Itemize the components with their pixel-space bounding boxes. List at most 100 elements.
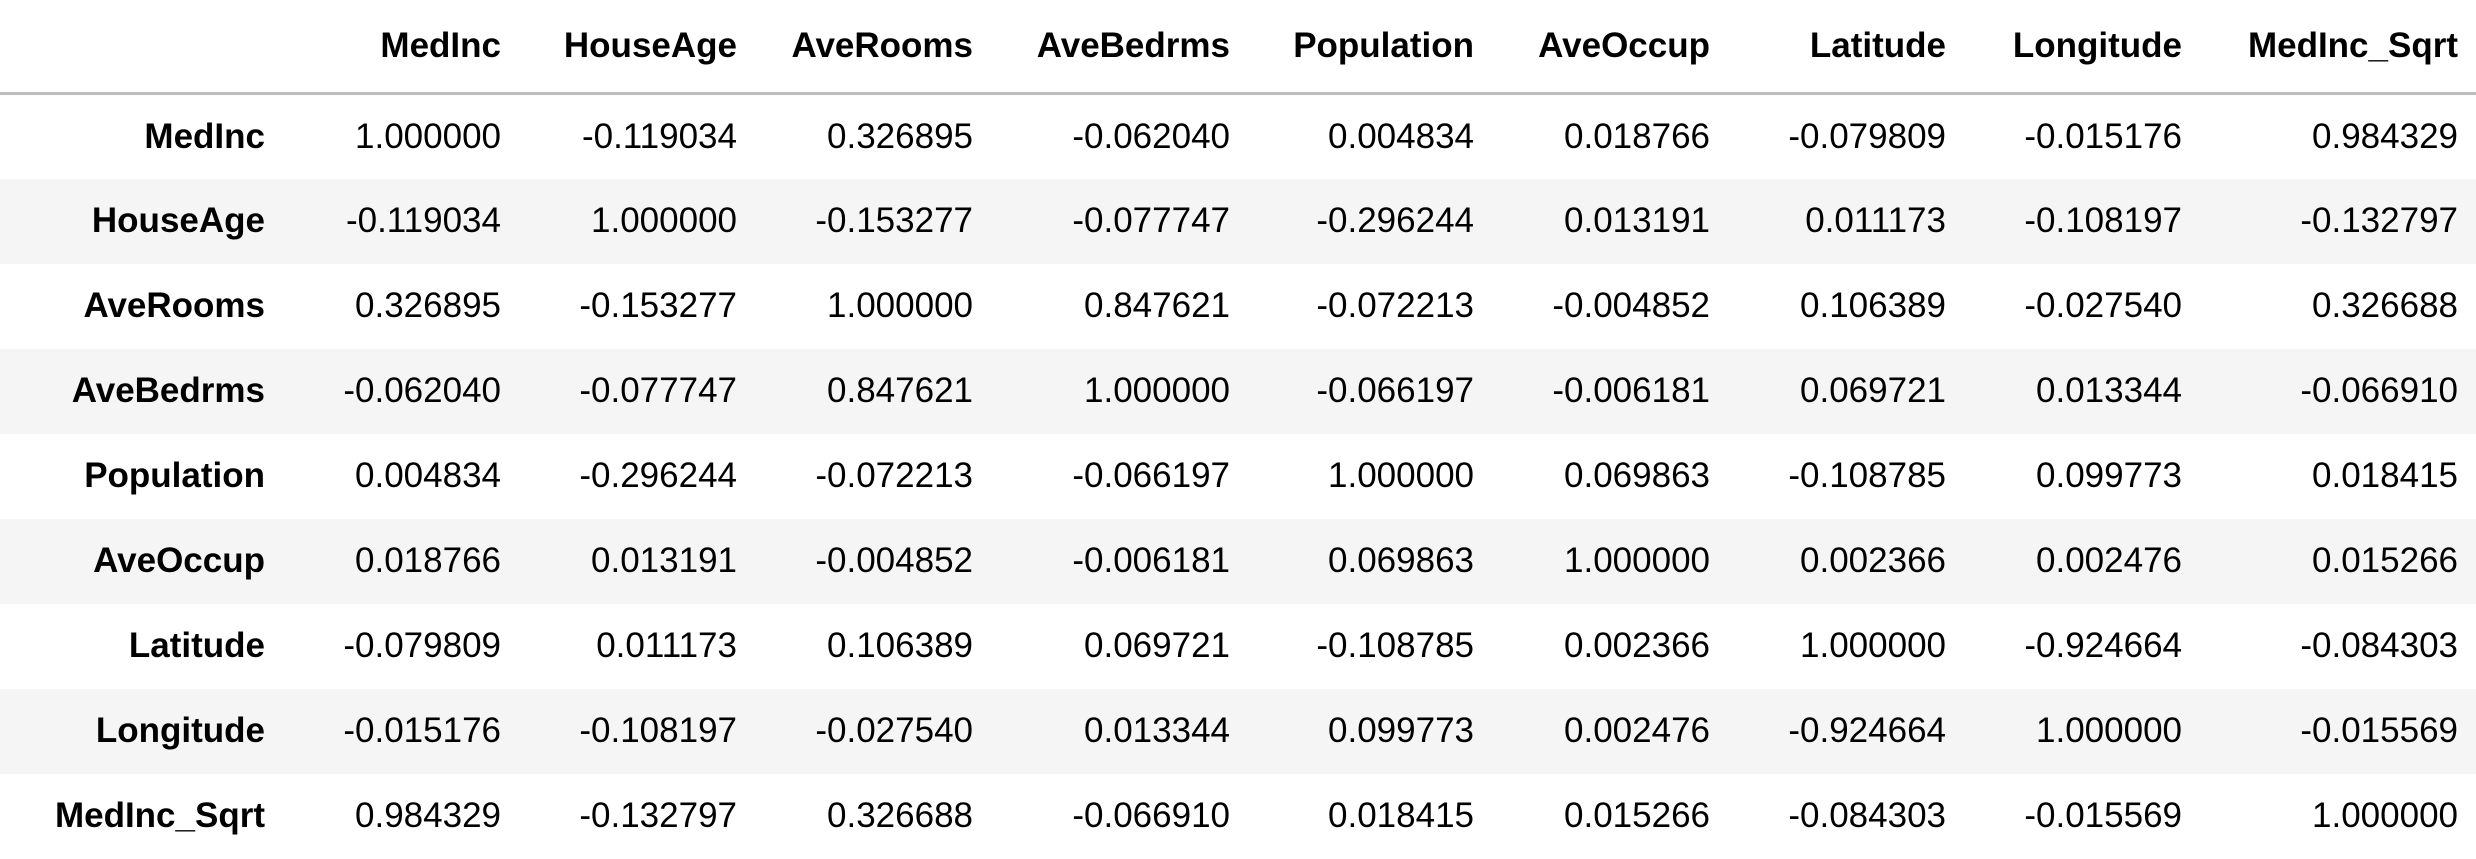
table-cell: 0.013191 bbox=[591, 541, 737, 580]
table-cell: 1.000000 bbox=[355, 116, 501, 156]
table-cell: 1.000000 bbox=[1328, 456, 1474, 495]
table-row: AveRooms 0.326895 -0.153277 1.000000 0.84762… bbox=[0, 264, 2476, 349]
row-label: Latitude bbox=[128, 626, 265, 665]
table-cell: -0.132797 bbox=[2300, 201, 2458, 240]
table-row: MedInc 1.000000 -0.119034 0.326895 -0.062040… bbox=[0, 94, 2476, 179]
table-cell: 0.847621 bbox=[1084, 286, 1230, 325]
table-row: Longitude -0.015176 -0.108197 -0.027540 0.01… bbox=[0, 688, 2476, 774]
table-cell: 1.000000 bbox=[1084, 371, 1230, 410]
column-header-medinc: MedInc bbox=[283, 0, 519, 95]
row-label: HouseAge bbox=[91, 201, 265, 240]
table-row: MedInc_Sqrt 0.984329 -0.132797 0.326688 -0.0… bbox=[0, 774, 2476, 859]
table-cell: 0.004834 bbox=[1328, 116, 1474, 156]
table-row: HouseAge -0.119034 1.000000 -0.153277 -0.077… bbox=[0, 178, 2476, 264]
row-label: MedInc_Sqrt bbox=[54, 796, 265, 835]
table-cell: 1.000000 bbox=[591, 201, 737, 240]
table-cell: -0.004852 bbox=[1552, 286, 1710, 325]
table-cell: 0.002476 bbox=[2036, 541, 2182, 580]
table-cell: 0.011173 bbox=[596, 626, 737, 665]
table-cell: -0.072213 bbox=[815, 456, 973, 495]
row-label: AveRooms bbox=[83, 286, 265, 325]
table-cell: -0.084303 bbox=[1788, 796, 1946, 835]
table-cell: -0.027540 bbox=[815, 711, 973, 750]
table-row: Latitude -0.079809 0.011173 0.106389 0.06972… bbox=[0, 604, 2476, 689]
table-cell: 0.326688 bbox=[2312, 286, 2458, 325]
table-cell: 1.000000 bbox=[827, 286, 973, 325]
table-cell: 0.984329 bbox=[355, 796, 501, 835]
table-cell: -0.077747 bbox=[1072, 201, 1230, 240]
table-cell: -0.153277 bbox=[579, 286, 737, 325]
table-cell: 0.002366 bbox=[1800, 541, 1946, 580]
table-cell: -0.924664 bbox=[1788, 711, 1946, 750]
table-cell: -0.296244 bbox=[579, 456, 737, 495]
table-header: MedInc HouseAge AveRooms AveBedrms Popul… bbox=[0, 0, 2476, 95]
table-row: AveOccup 0.018766 0.013191 -0.004852 -0.0061… bbox=[0, 518, 2476, 604]
table-cell: 1.000000 bbox=[1564, 541, 1710, 580]
row-label: Longitude bbox=[95, 711, 265, 750]
table-cell: 0.069721 bbox=[1800, 371, 1946, 410]
table-cell: -0.077747 bbox=[579, 371, 737, 410]
column-header-avebedrms: AveBedrms bbox=[991, 0, 1248, 95]
table-cell: 0.018766 bbox=[1564, 116, 1710, 156]
column-header-medinc-sqrt: MedInc_Sqrt bbox=[2200, 0, 2476, 95]
table-body: MedInc 1.000000 -0.119034 0.326895 -0.062040… bbox=[0, 94, 2476, 859]
table-cell: 1.000000 bbox=[2036, 711, 2182, 750]
row-label: AveOccup bbox=[93, 541, 265, 580]
table-cell: 0.099773 bbox=[1328, 711, 1474, 750]
table-cell: -0.004852 bbox=[815, 541, 973, 580]
table-cell: 0.015266 bbox=[1564, 796, 1710, 835]
table-cell: 1.000000 bbox=[2312, 796, 2458, 835]
table-cell: -0.108197 bbox=[579, 711, 737, 750]
column-header-houseage: HouseAge bbox=[519, 0, 755, 95]
table-cell: 0.069863 bbox=[1328, 541, 1474, 580]
table-cell: -0.006181 bbox=[1072, 541, 1230, 580]
table-cell: -0.015176 bbox=[343, 711, 501, 750]
table-row: AveBedrms -0.062040 -0.077747 0.847621 1.000… bbox=[0, 348, 2476, 434]
table-cell: 0.326688 bbox=[827, 796, 973, 835]
table-cell: 0.018415 bbox=[1328, 796, 1474, 835]
table-cell: -0.062040 bbox=[1072, 116, 1230, 156]
table-cell: 0.069721 bbox=[1084, 626, 1230, 665]
table-cell: -0.066197 bbox=[1316, 371, 1474, 410]
table-cell: -0.108197 bbox=[2024, 201, 2182, 240]
table-cell: -0.153277 bbox=[815, 201, 973, 240]
table-cell: -0.066197 bbox=[1072, 456, 1230, 495]
table-cell: 0.013191 bbox=[1564, 201, 1710, 240]
table-cell: -0.079809 bbox=[1788, 116, 1946, 156]
table-cell: -0.119034 bbox=[581, 116, 737, 156]
table-cell: -0.027540 bbox=[2024, 286, 2182, 325]
table-cell: -0.924664 bbox=[2024, 626, 2182, 665]
table-cell: -0.015176 bbox=[2024, 116, 2182, 156]
table-cell: 0.004834 bbox=[355, 456, 501, 495]
table-cell: 0.326895 bbox=[827, 116, 973, 156]
column-header-latitude: Latitude bbox=[1728, 0, 1964, 95]
row-label: Population bbox=[84, 456, 265, 495]
table-cell: -0.119034 bbox=[345, 201, 501, 240]
index-header bbox=[0, 0, 283, 95]
table-cell: 0.002476 bbox=[1564, 711, 1710, 750]
header-row: MedInc HouseAge AveRooms AveBedrms Popul… bbox=[0, 0, 2476, 95]
table-cell: -0.066910 bbox=[1072, 796, 1230, 835]
table-cell: 0.002366 bbox=[1564, 626, 1710, 665]
table-cell: -0.108785 bbox=[1316, 626, 1474, 665]
table-cell: 0.011173 bbox=[1805, 201, 1946, 240]
table-cell: 0.326895 bbox=[355, 286, 501, 325]
table-cell: -0.062040 bbox=[343, 371, 501, 410]
table-cell: 0.106389 bbox=[827, 626, 973, 665]
table-cell: 0.099773 bbox=[2036, 456, 2182, 495]
row-label: MedInc bbox=[144, 116, 265, 156]
column-header-longitude: Longitude bbox=[1964, 0, 2200, 95]
table-cell: -0.072213 bbox=[1316, 286, 1474, 325]
table-cell: 0.013344 bbox=[2036, 371, 2182, 410]
column-header-averooms: AveRooms bbox=[755, 0, 991, 95]
column-header-population: Population bbox=[1248, 0, 1492, 95]
row-label: AveBedrms bbox=[71, 371, 265, 410]
table-cell: 0.984329 bbox=[2312, 116, 2458, 156]
table-cell: 1.000000 bbox=[1800, 626, 1946, 665]
table-cell: -0.132797 bbox=[579, 796, 737, 835]
table-cell: 0.013344 bbox=[1084, 711, 1230, 750]
table-cell: -0.015569 bbox=[2024, 796, 2182, 835]
table-cell: 0.018415 bbox=[2312, 456, 2458, 495]
table-cell: 0.069863 bbox=[1564, 456, 1710, 495]
